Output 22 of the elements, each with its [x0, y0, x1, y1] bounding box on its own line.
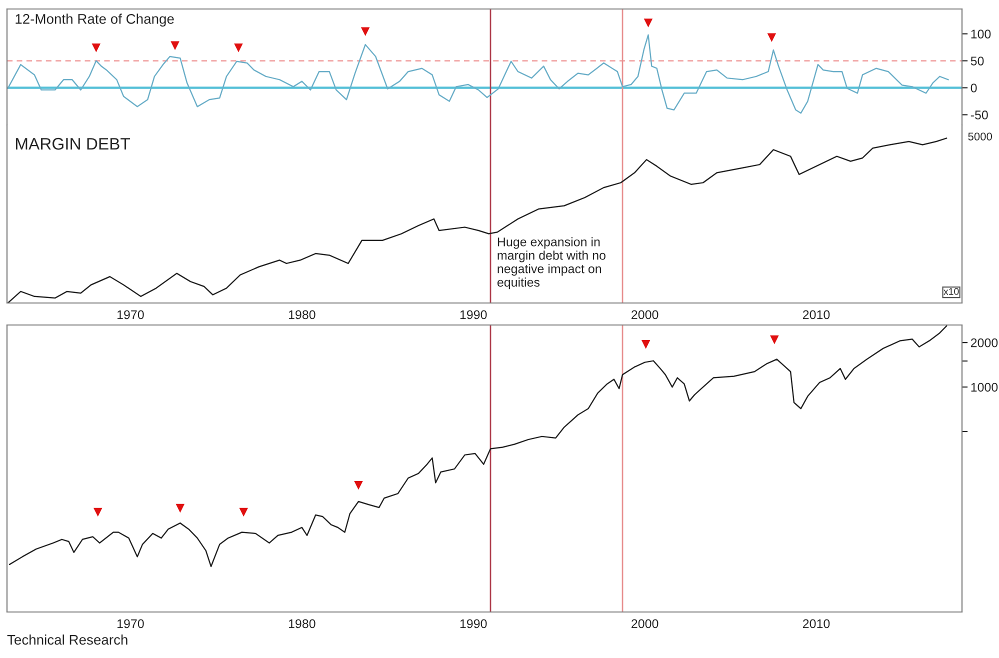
y-tick-label: 0	[970, 84, 977, 92]
x-tick-label: 1990	[460, 310, 487, 320]
x-tick-label: 2010	[802, 619, 830, 628]
y-tick-label: 2000	[970, 338, 998, 348]
annotation: x10	[944, 288, 959, 295]
x-tick-label: 2010	[802, 310, 830, 320]
text: Technical Research	[7, 634, 128, 645]
x-tick-label: 2000	[632, 619, 658, 628]
x-tick-label: 1970	[118, 619, 144, 628]
x-tick-label: 1980	[288, 310, 316, 320]
chart-title: MARGIN DEBT	[16, 138, 130, 150]
chart-title: 12-Month Rate of Change	[16, 14, 174, 27]
annotation: Huge expansion in margin debt with no negative impact on equities	[497, 237, 606, 290]
y-tick-label: 100	[971, 30, 991, 38]
x-tick-label: 1990	[460, 619, 487, 628]
y-tick-label: 1000	[971, 382, 998, 392]
x-tick-label: 1970	[118, 310, 144, 320]
text: 5000	[968, 132, 992, 140]
y-tick-label: 50	[970, 56, 984, 66]
x-tick-label: 2000	[632, 310, 658, 320]
y-tick-label: -50	[970, 110, 988, 120]
x-tick-label: 1980	[288, 619, 316, 628]
